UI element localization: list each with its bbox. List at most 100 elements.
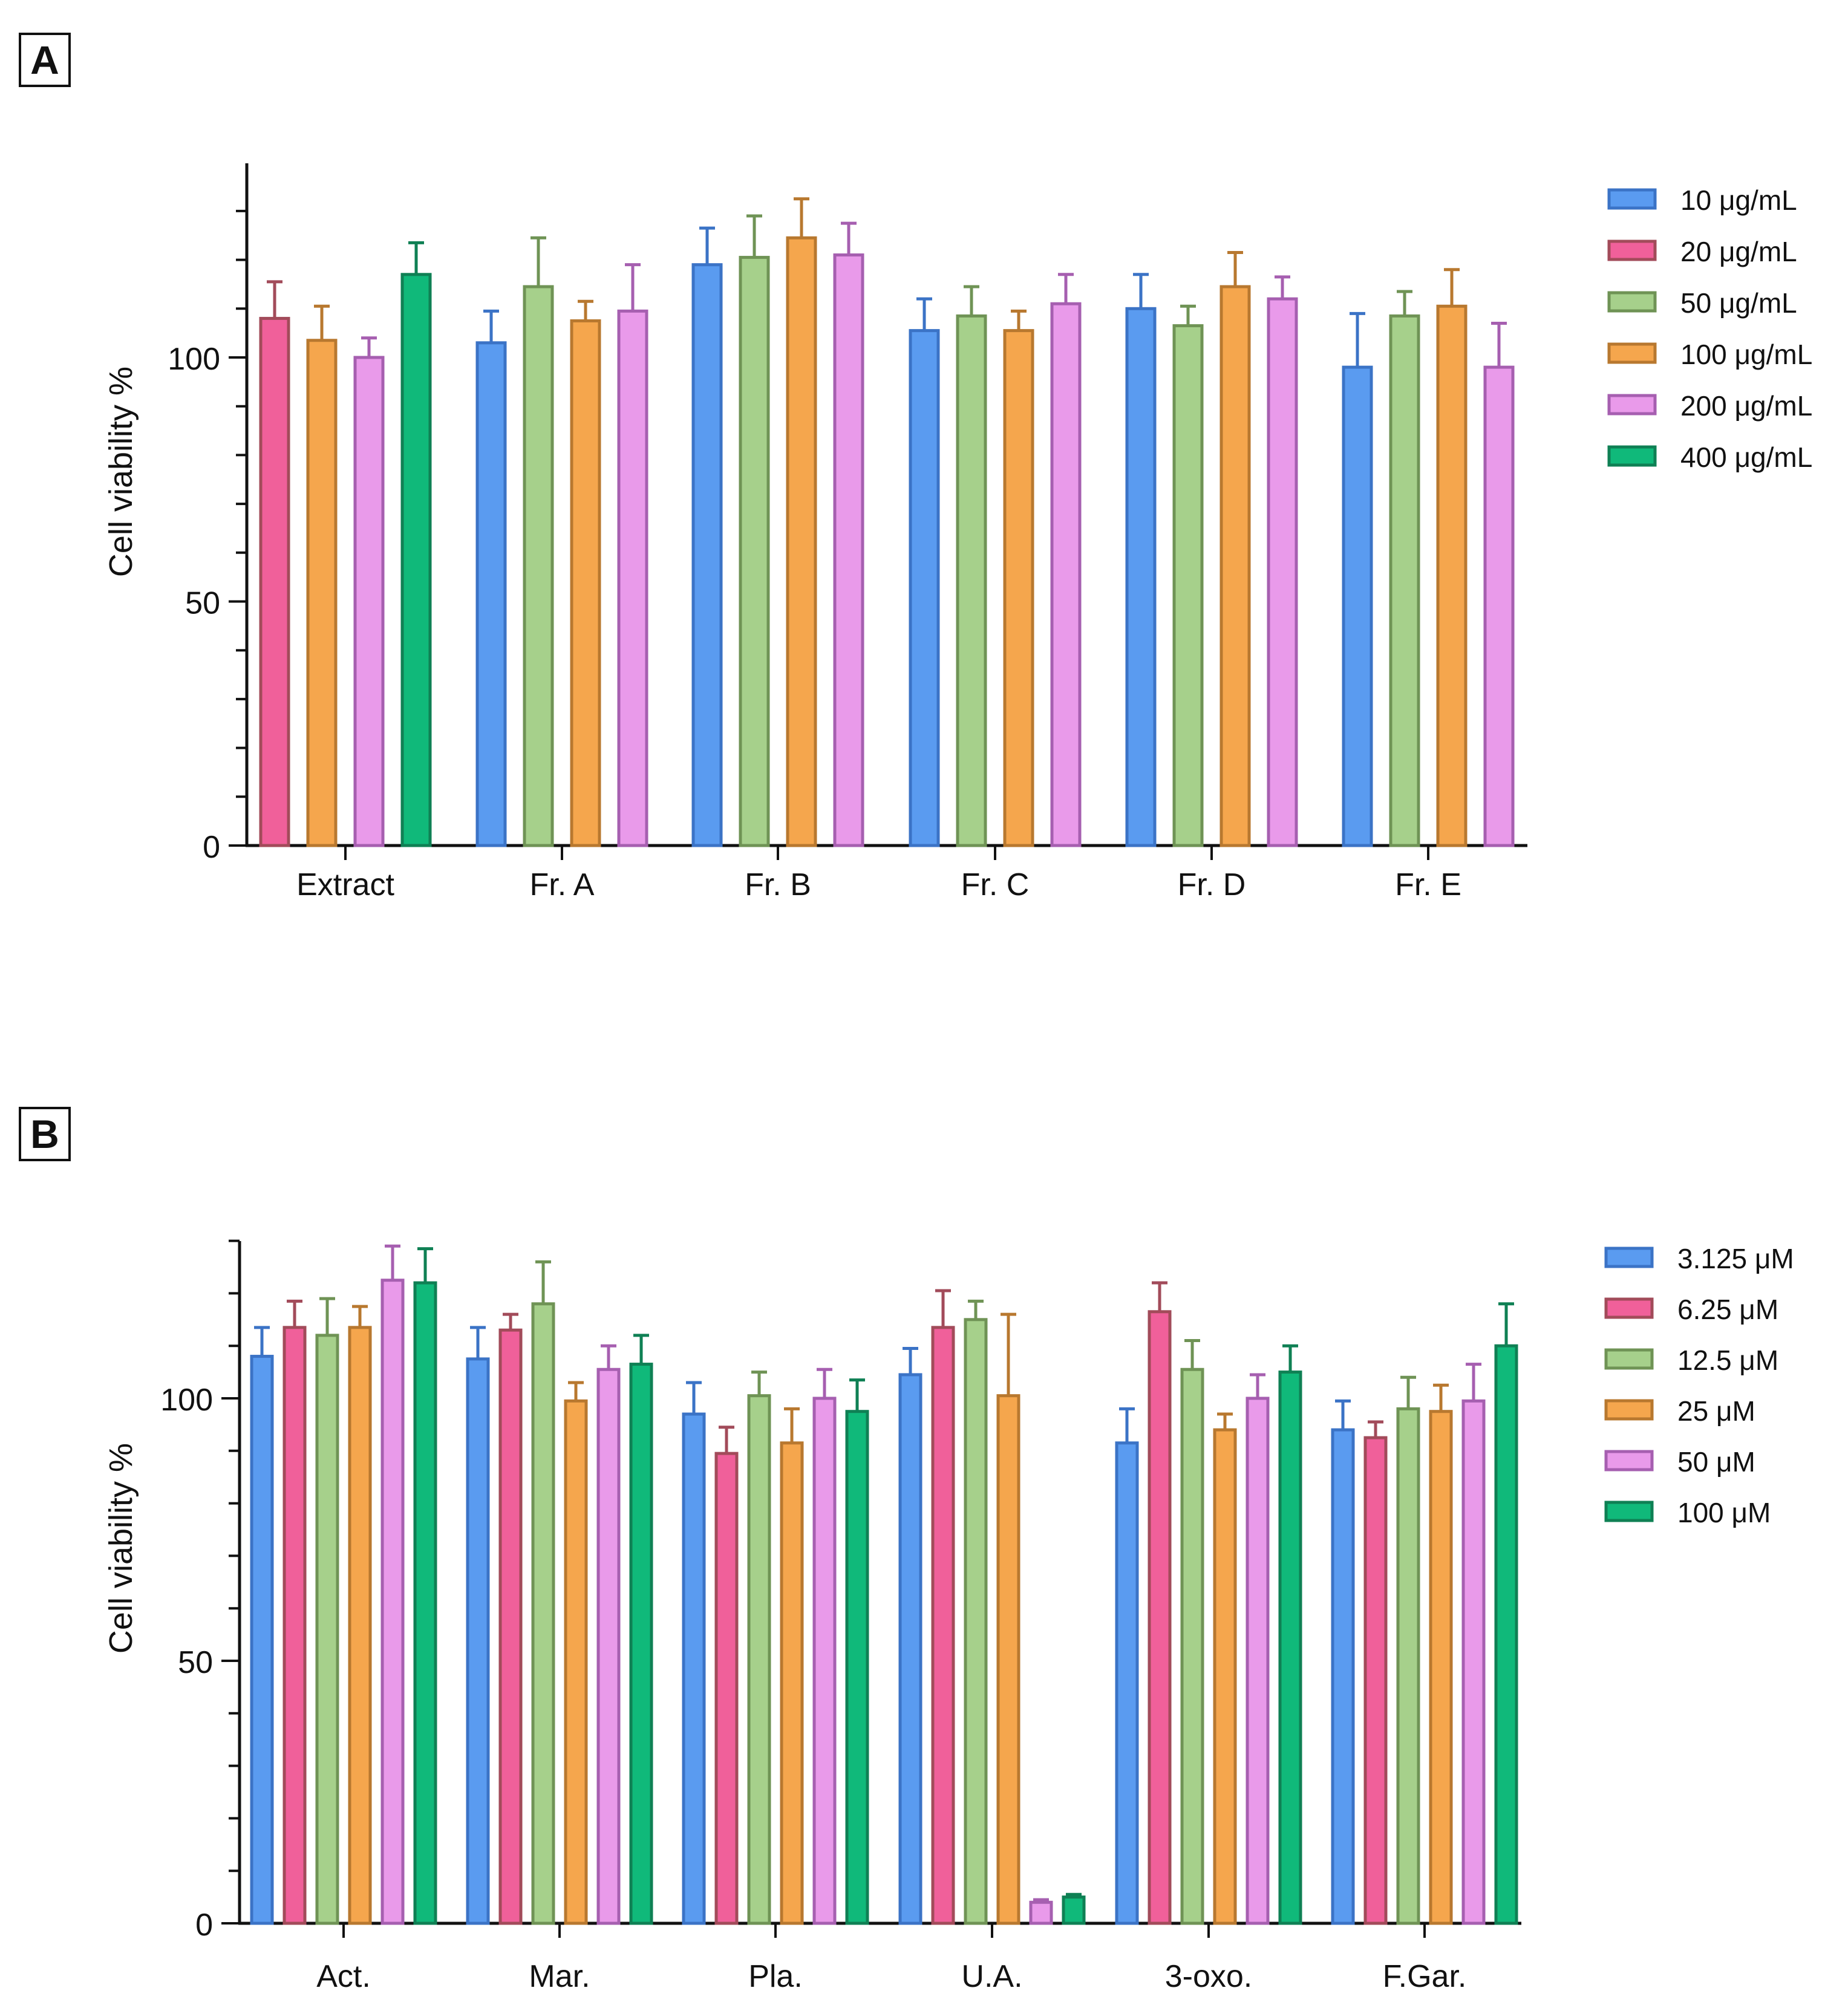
y-tick-label-a-0: 0 (203, 830, 220, 865)
bar-b-3-2 (964, 1318, 988, 1925)
legend-label-a-4: 200 μg/mL (1680, 390, 1812, 422)
bar-b-0-1 (282, 1326, 307, 1925)
legend-swatch-a-2 (1607, 291, 1657, 313)
bar-b-0-3 (348, 1326, 372, 1925)
bar-a-5-3 (1436, 304, 1468, 847)
bar-a-0-1 (259, 316, 290, 847)
bar-a-1-3 (570, 319, 601, 847)
bar-b-2-5 (845, 1410, 869, 1925)
bar-b-4-2 (1180, 1367, 1204, 1925)
bar-a-3-3 (1003, 329, 1034, 847)
bar-b-0-4 (380, 1279, 405, 1925)
y-axis-title-b: Cell viability % (103, 1443, 139, 1654)
bar-b-2-4 (812, 1397, 837, 1925)
bar-b-1-0 (466, 1357, 490, 1925)
bar-b-2-2 (747, 1394, 771, 1925)
bar-b-4-1 (1148, 1310, 1172, 1925)
legend-label-b-0: 3.125 μM (1677, 1243, 1794, 1274)
bar-b-4-5 (1278, 1371, 1302, 1925)
bar-a-1-4 (617, 309, 648, 847)
bar-a-4-3 (1219, 285, 1251, 847)
bar-b-5-5 (1494, 1344, 1518, 1925)
y-axis-title-a: Cell viability % (103, 367, 139, 577)
legend-label-b-3: 25 μM (1677, 1395, 1755, 1427)
legend-label-a-5: 400 μg/mL (1680, 442, 1812, 473)
y-tick-label-b-50: 50 (178, 1645, 213, 1680)
bar-a-4-2 (1172, 324, 1204, 847)
bar-a-4-0 (1125, 307, 1157, 847)
bar-a-0-5 (400, 273, 432, 847)
bar-b-5-2 (1396, 1407, 1420, 1925)
bar-b-5-1 (1363, 1436, 1388, 1925)
legend-swatch-b-0 (1604, 1247, 1654, 1268)
bar-a-2-0 (691, 263, 723, 847)
bar-a-1-2 (523, 285, 554, 847)
bar-b-3-0 (898, 1373, 922, 1925)
legend-swatch-a-0 (1607, 188, 1657, 210)
bar-a-5-0 (1342, 365, 1373, 847)
legend-label-a-1: 20 μg/mL (1680, 236, 1797, 267)
bar-a-2-3 (786, 236, 817, 847)
bar-a-3-0 (909, 329, 940, 847)
legend-label-a-0: 10 μg/mL (1680, 184, 1797, 216)
x-tick-label-a-4: Fr. D (1178, 867, 1246, 902)
legend-swatch-b-2 (1604, 1348, 1654, 1370)
x-tick-label-a-3: Fr. C (961, 867, 1030, 902)
legend-swatch-a-1 (1607, 240, 1657, 261)
y-tick-label-a-100: 100 (168, 342, 220, 377)
bar-a-5-2 (1389, 314, 1420, 847)
legend-label-b-5: 100 μM (1677, 1497, 1771, 1528)
x-tick-label-b-0: Act. (316, 1959, 371, 1994)
legend-label-b-1: 6.25 μM (1677, 1294, 1778, 1325)
bar-b-3-3 (996, 1394, 1020, 1925)
x-tick-label-a-0: Extract (296, 867, 394, 902)
legend-swatch-a-5 (1607, 445, 1657, 467)
x-tick-label-a-1: Fr. A (530, 867, 595, 902)
x-tick-label-b-1: Mar. (529, 1959, 590, 1994)
bar-b-2-1 (714, 1452, 739, 1925)
bar-a-3-2 (956, 314, 987, 847)
bar-a-4-4 (1267, 297, 1298, 847)
bar-b-4-4 (1246, 1397, 1270, 1925)
bar-b-1-1 (498, 1328, 523, 1925)
legend-swatch-a-4 (1607, 394, 1657, 416)
legend-label-a-3: 100 μg/mL (1680, 339, 1812, 370)
x-tick-label-a-2: Fr. B (745, 867, 811, 902)
x-tick-label-a-5: Fr. E (1395, 867, 1461, 902)
bar-b-1-3 (564, 1399, 588, 1925)
bar-b-3-5 (1062, 1895, 1086, 1925)
y-tick-label-b-0: 0 (195, 1908, 213, 1943)
bar-b-5-3 (1429, 1410, 1453, 1925)
bar-b-0-2 (315, 1334, 339, 1925)
legend-label-b-2: 12.5 μM (1677, 1344, 1778, 1376)
legend-swatch-b-4 (1604, 1450, 1654, 1472)
bar-a-1-0 (475, 341, 507, 847)
legend-label-b-4: 50 μM (1677, 1446, 1755, 1478)
bar-b-5-4 (1461, 1399, 1486, 1925)
x-tick-label-b-5: F.Gar. (1383, 1959, 1467, 1994)
bar-b-0-5 (413, 1281, 437, 1925)
bar-b-3-1 (931, 1326, 955, 1925)
bar-b-3-4 (1029, 1900, 1053, 1925)
legend-swatch-b-5 (1604, 1501, 1654, 1522)
panel-label-a: A (19, 33, 71, 87)
legend-swatch-b-1 (1604, 1297, 1654, 1319)
x-tick-label-b-4: 3-oxo. (1165, 1959, 1253, 1994)
y-tick-label-b-100: 100 (160, 1383, 213, 1418)
bar-b-2-3 (780, 1441, 804, 1925)
bar-a-0-4 (353, 356, 385, 847)
bar-a-0-3 (306, 339, 338, 847)
x-tick-label-b-2: Pla. (748, 1959, 803, 1994)
bar-b-1-5 (629, 1363, 653, 1925)
legend-swatch-b-3 (1604, 1399, 1654, 1421)
bar-a-2-2 (739, 256, 770, 847)
bar-b-1-4 (596, 1367, 621, 1925)
bar-a-5-4 (1483, 365, 1515, 847)
bar-b-0-0 (250, 1355, 274, 1925)
bar-a-3-4 (1050, 302, 1082, 847)
legend-label-a-2: 50 μg/mL (1680, 287, 1797, 319)
bar-b-2-0 (682, 1412, 706, 1925)
legend-swatch-a-3 (1607, 342, 1657, 364)
x-tick-label-b-3: U.A. (961, 1959, 1022, 1994)
